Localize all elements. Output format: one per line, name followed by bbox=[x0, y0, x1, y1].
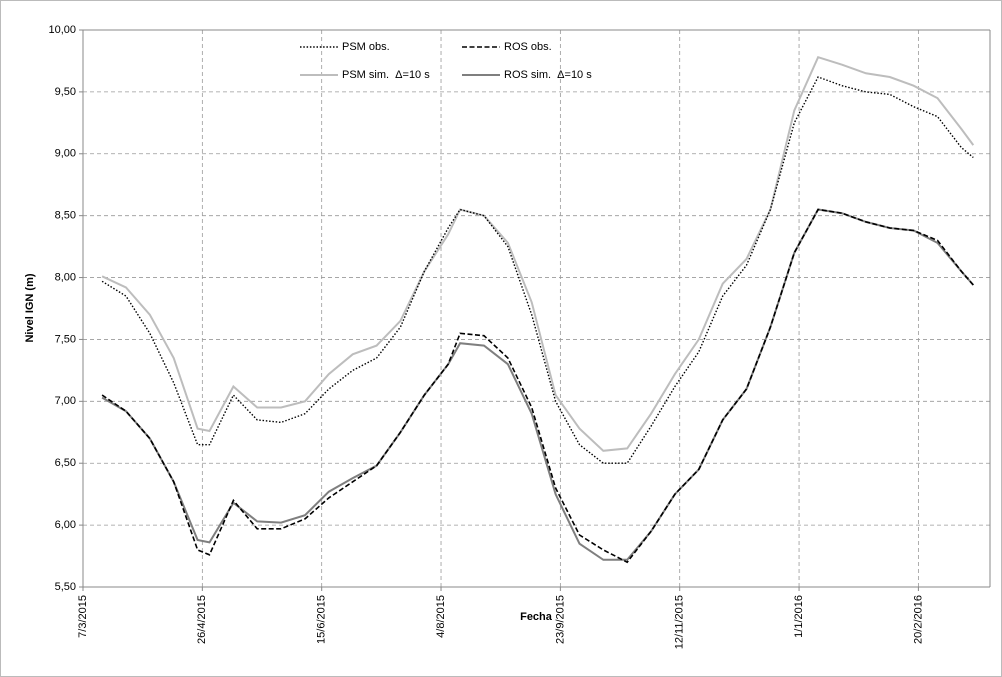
y-tick-label: 6,50 bbox=[55, 457, 76, 469]
x-tick-label: 20/2/2016 bbox=[912, 595, 924, 644]
legend-label: PSM obs. bbox=[342, 41, 390, 53]
y-tick-label: 7,50 bbox=[55, 333, 76, 345]
legend-label: ROS obs. bbox=[504, 41, 552, 53]
series-line bbox=[101, 208, 974, 564]
y-tick-label: 7,00 bbox=[55, 395, 76, 407]
x-tick-label: 4/8/2015 bbox=[435, 595, 447, 638]
x-tick-label: 26/4/2015 bbox=[196, 595, 208, 644]
y-tick-label: 9,50 bbox=[55, 86, 76, 98]
y-tick-label: 8,50 bbox=[55, 210, 76, 222]
x-tick-label: 7/3/2015 bbox=[77, 595, 89, 638]
x-tick-label: 15/6/2015 bbox=[316, 595, 328, 644]
y-axis-label: Nivel IGN (m) bbox=[24, 273, 36, 342]
x-axis-label: Fecha bbox=[520, 611, 553, 623]
x-tick-label: 12/11/2015 bbox=[674, 595, 686, 649]
y-tick-label: 6,00 bbox=[55, 519, 76, 531]
x-tick-label: 1/1/2016 bbox=[793, 595, 805, 638]
y-tick-label: 10,00 bbox=[48, 24, 76, 36]
series-line bbox=[101, 76, 974, 464]
legend-label: PSM sim. Δ=10 s bbox=[342, 69, 430, 81]
x-tick-label: 23/9/2015 bbox=[554, 595, 566, 644]
y-tick-label: 9,00 bbox=[55, 148, 76, 160]
y-tick-label: 8,00 bbox=[55, 271, 76, 283]
y-tick-label: 5,50 bbox=[55, 581, 76, 593]
series-line bbox=[101, 55, 975, 452]
legend-label: ROS sim. Δ=10 s bbox=[504, 69, 592, 81]
